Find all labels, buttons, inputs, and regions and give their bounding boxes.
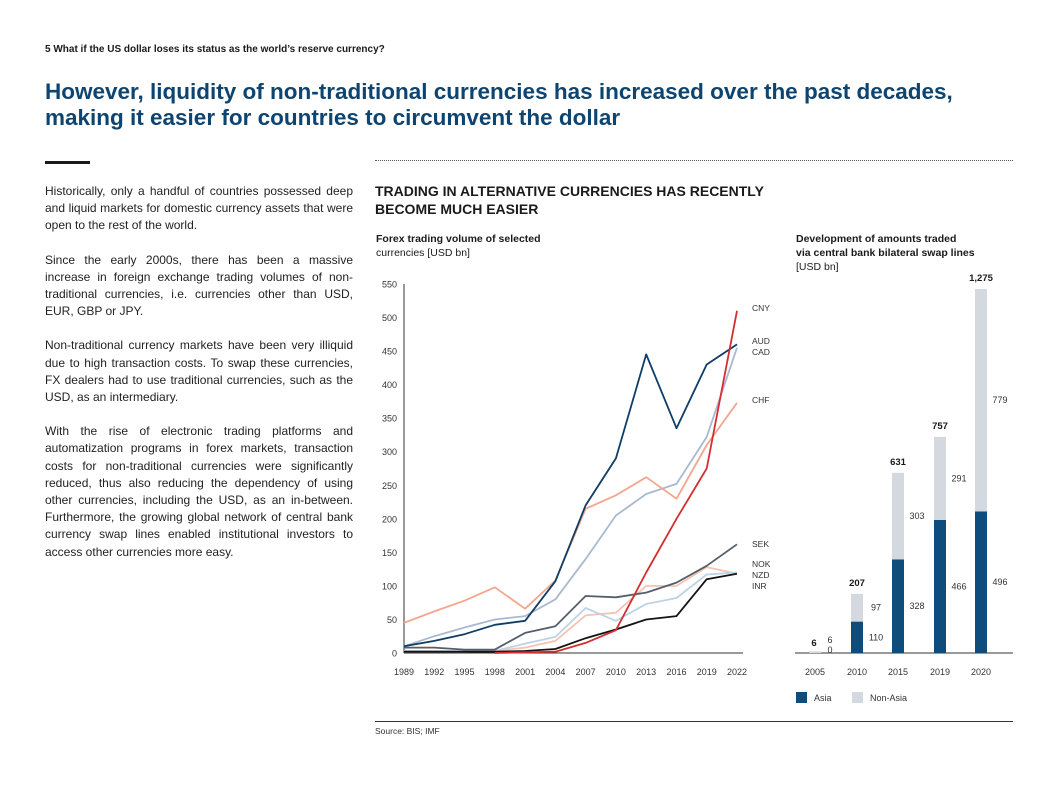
bar-value-non-asia: 6 <box>827 635 832 645</box>
y-tick-label: 250 <box>382 481 397 491</box>
dotted-rule <box>375 160 1013 161</box>
bar-x-tick-label: 2005 <box>805 667 825 677</box>
series-label-nok: NOK <box>752 559 771 569</box>
series-line-cad <box>403 347 738 648</box>
y-tick-label: 350 <box>382 414 397 424</box>
paragraph-2: Since the early 2000s, there has been a … <box>45 252 353 319</box>
y-tick-label: 200 <box>382 514 397 524</box>
legend-label-non-asia: Non-Asia <box>870 692 908 703</box>
x-tick-label: 2007 <box>576 667 596 677</box>
bar-non-asia-2020 <box>975 288 987 512</box>
paragraph-3: Non-traditional currency markets have be… <box>45 338 353 405</box>
bar-asia-2020 <box>975 511 987 653</box>
legend-asia: Asia <box>796 692 832 703</box>
bar-value-non-asia: 291 <box>951 473 966 483</box>
bar-total-label: 6 <box>811 638 816 649</box>
bar-asia-2019 <box>934 519 946 653</box>
bar-x-tick-label: 2010 <box>847 667 867 677</box>
bar-total-label: 1,275 <box>969 273 993 284</box>
bar-non-asia-2005 <box>809 651 821 653</box>
accent-rule <box>45 161 90 164</box>
bar-value-asia: 466 <box>951 581 966 591</box>
bar-value-non-asia: 97 <box>871 603 881 613</box>
bar-asia-2015 <box>892 559 904 653</box>
series-line-inr <box>404 572 738 653</box>
x-tick-label: 1995 <box>455 667 475 677</box>
bar-value-non-asia: 303 <box>909 511 924 521</box>
y-tick-label: 50 <box>387 615 397 625</box>
line-chart-subtitle: Forex trading volume of selected currenc… <box>376 232 636 260</box>
headline: However, liquidity of non-traditional cu… <box>45 79 953 130</box>
page-header: 5 What if the US dollar loses its status… <box>45 44 385 55</box>
legend-swatch-asia <box>796 692 807 703</box>
figure-title: TRADING IN ALTERNATIVE CURRENCIES HAS RE… <box>375 183 764 217</box>
series-line-sek <box>404 543 738 651</box>
bar-non-asia-2015 <box>892 472 904 560</box>
bar-total-label: 631 <box>890 457 907 468</box>
series-label-cny: CNY <box>752 303 770 313</box>
x-tick-label: 2019 <box>697 667 717 677</box>
series-label-chf: CHF <box>752 395 769 405</box>
bar-subtitle-bold-2: via central bank bilateral swap lines <box>796 247 975 259</box>
bar-value-asia: 0 <box>827 645 832 655</box>
line-subtitle-bold: Forex trading volume of selected <box>376 233 541 245</box>
bar-value-asia: 110 <box>869 632 883 642</box>
series-label-nzd: NZD <box>752 570 769 580</box>
x-tick-label: 1998 <box>485 667 505 677</box>
x-tick-label: 2001 <box>515 667 535 677</box>
legend-label-asia: Asia <box>814 692 832 703</box>
legend-non-asia: Non-Asia <box>852 692 907 703</box>
bar-value-non-asia: 779 <box>992 395 1007 405</box>
bar-subtitle-unit: [USD bn] <box>796 261 839 273</box>
series-line-aud <box>403 343 738 648</box>
bar-x-tick-label: 2020 <box>971 667 991 677</box>
y-tick-label: 450 <box>382 347 397 357</box>
bar-x-tick-label: 2019 <box>930 667 950 677</box>
series-line-cny <box>494 310 738 654</box>
paragraph-1: Historically, only a handful of countrie… <box>45 184 353 233</box>
bar-asia-2010 <box>851 621 863 653</box>
bar-value-asia: 496 <box>992 577 1007 587</box>
series-label-sek: SEK <box>752 539 769 549</box>
y-tick-label: 400 <box>382 380 397 390</box>
series-label-aud: AUD <box>752 336 770 346</box>
series-label-cad: CAD <box>752 347 770 357</box>
bar-non-asia-2010 <box>851 593 863 622</box>
bar-subtitle-bold-1: Development of amounts traded <box>796 233 957 245</box>
y-tick-label: 100 <box>382 581 397 591</box>
y-tick-label: 550 <box>382 280 397 290</box>
x-tick-label: 2016 <box>666 667 686 677</box>
x-tick-label: 2010 <box>606 667 626 677</box>
body-text: Historically, only a handful of countrie… <box>45 183 353 578</box>
bottom-rule <box>375 721 1013 722</box>
bar-chart-subtitle: Development of amounts traded via centra… <box>796 232 1016 274</box>
x-tick-label: 2004 <box>545 667 565 677</box>
y-tick-label: 150 <box>382 548 397 558</box>
x-tick-label: 1989 <box>394 667 414 677</box>
x-tick-label: 2013 <box>636 667 656 677</box>
y-tick-label: 500 <box>382 313 397 323</box>
source-note: Source: BIS; IMF <box>375 726 440 736</box>
legend-swatch-non-asia <box>852 692 863 703</box>
x-tick-label: 1992 <box>424 667 444 677</box>
bar-value-asia: 328 <box>909 601 924 611</box>
series-label-inr: INR <box>752 581 767 591</box>
x-tick-label: 2022 <box>727 667 747 677</box>
bar-non-asia-2019 <box>934 436 946 520</box>
y-tick-label: 300 <box>382 447 397 457</box>
bar-x-tick-label: 2015 <box>888 667 908 677</box>
line-subtitle-unit: currencies [USD bn] <box>376 247 470 259</box>
bar-total-label: 207 <box>849 578 865 589</box>
paragraph-4: With the rise of electronic trading plat… <box>45 424 353 559</box>
bar-total-label: 757 <box>932 421 948 432</box>
y-tick-label: 0 <box>392 649 397 659</box>
